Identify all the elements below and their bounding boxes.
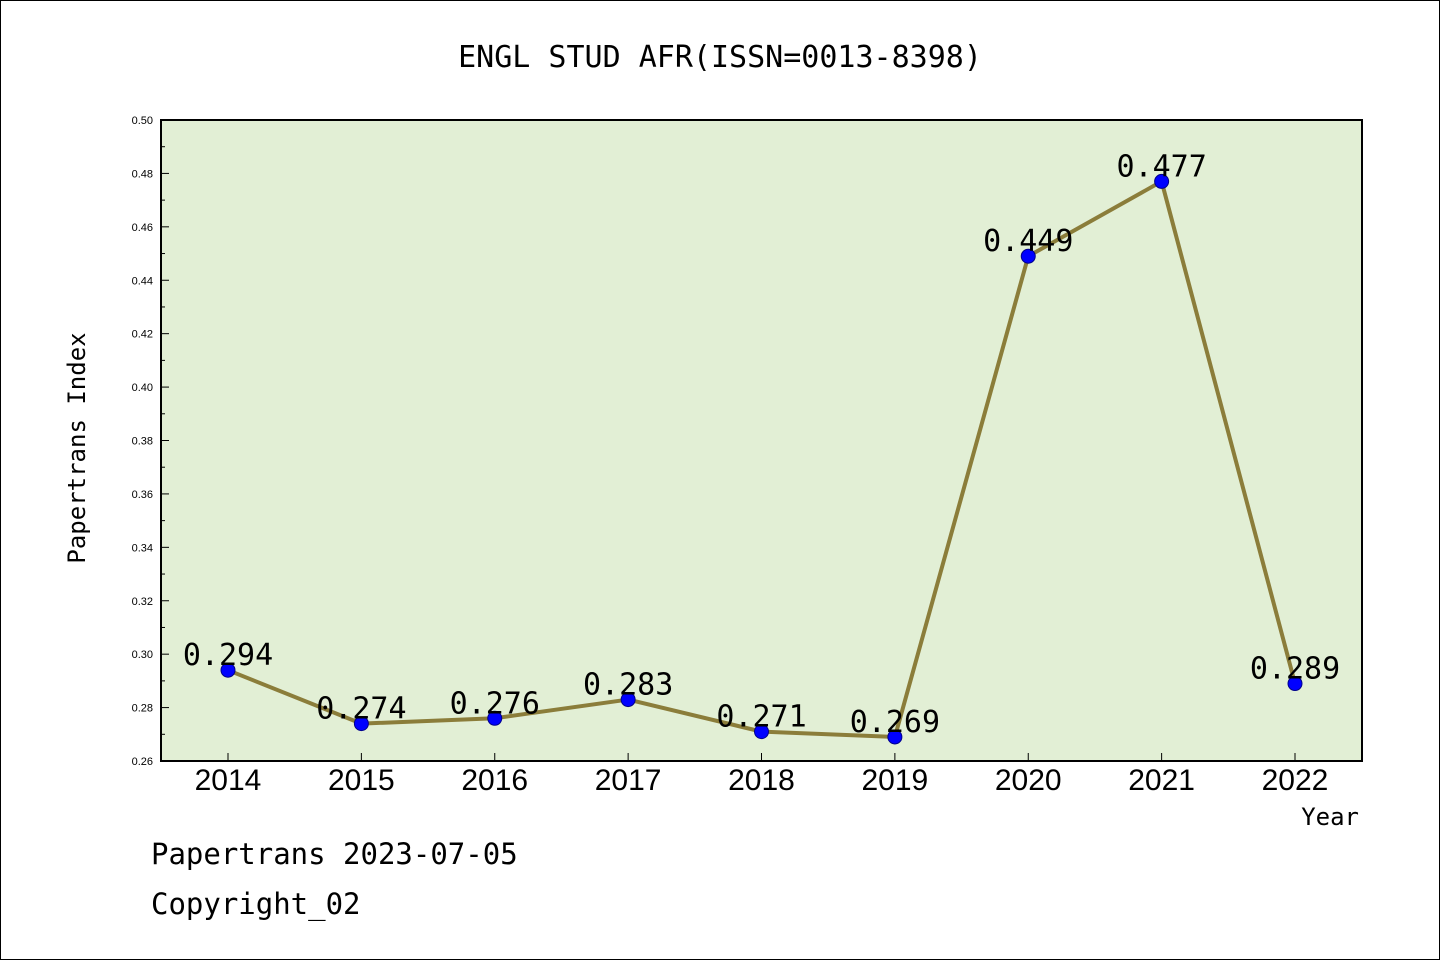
y-tick-label: 0.34: [132, 542, 153, 554]
x-axis: 2014 2015 2016 2017 2018 2019 2020 2021 2022: [195, 753, 1329, 797]
x-tick-label: 2022: [1262, 764, 1329, 797]
y-tick-label: 0.44: [132, 275, 153, 287]
data-label: 0.449: [983, 224, 1073, 259]
x-tick-label: 2021: [1128, 764, 1195, 797]
y-axis-label: Papertrans Index: [63, 332, 91, 563]
data-point: [754, 724, 769, 740]
x-tick-label: 2018: [728, 764, 795, 797]
y-tick-label: 0.40: [132, 382, 153, 394]
data-label: 0.274: [316, 692, 406, 727]
x-tick-label: 2016: [461, 764, 528, 797]
y-tick-label: 0.48: [132, 168, 153, 180]
x-tick-label: 2015: [328, 764, 395, 797]
data-label: 0.276: [450, 686, 540, 721]
data-label: 0.271: [716, 700, 806, 735]
y-tick-label: 0.28: [132, 703, 153, 715]
data-point: [220, 662, 236, 678]
y-tick-label: 0.38: [132, 436, 153, 448]
data-point: [1154, 173, 1170, 189]
data-point: [353, 716, 369, 732]
x-tick-label: 2014: [195, 764, 262, 797]
footer-copyright: Copyright_02: [151, 887, 361, 922]
chart-title: ENGL STUD AFR(ISSN=0013-8398): [458, 40, 982, 75]
plot-area: [160, 119, 1363, 762]
data-point: [887, 729, 903, 745]
data-point: [487, 710, 503, 726]
series-group: 0.294 0.274 0.276 0.283 0.271 0.269 0.449 0.477…: [183, 149, 1340, 745]
data-label: 0.269: [850, 705, 940, 740]
x-tick-label: 2020: [995, 764, 1062, 797]
y-tick-label: 0.42: [132, 329, 153, 341]
x-tick-label: 2019: [862, 764, 929, 797]
y-tick-label: 0.26: [132, 756, 153, 768]
data-label: 0.294: [183, 638, 273, 673]
y-axis: 0.26 0.28 0.30 0.32 0.34 0.36 0.38 0.40 0.42 0.44…: [132, 115, 169, 768]
data-label: 0.477: [1116, 149, 1206, 184]
x-tick-label: 2017: [595, 764, 662, 797]
y-tick-label: 0.46: [132, 222, 153, 234]
y-tick-label: 0.36: [132, 489, 153, 501]
data-label: 0.283: [583, 668, 673, 703]
y-tick-label: 0.30: [132, 649, 153, 661]
y-tick-label: 0.32: [132, 596, 153, 608]
y-tick-label: 0.50: [132, 115, 153, 127]
data-label: 0.289: [1250, 652, 1340, 687]
data-point: [1287, 676, 1303, 692]
x-axis-label: Year: [1301, 803, 1359, 831]
data-point: [1020, 248, 1036, 264]
data-point: [620, 692, 636, 708]
footer-date: Papertrans 2023-07-05: [151, 837, 518, 871]
